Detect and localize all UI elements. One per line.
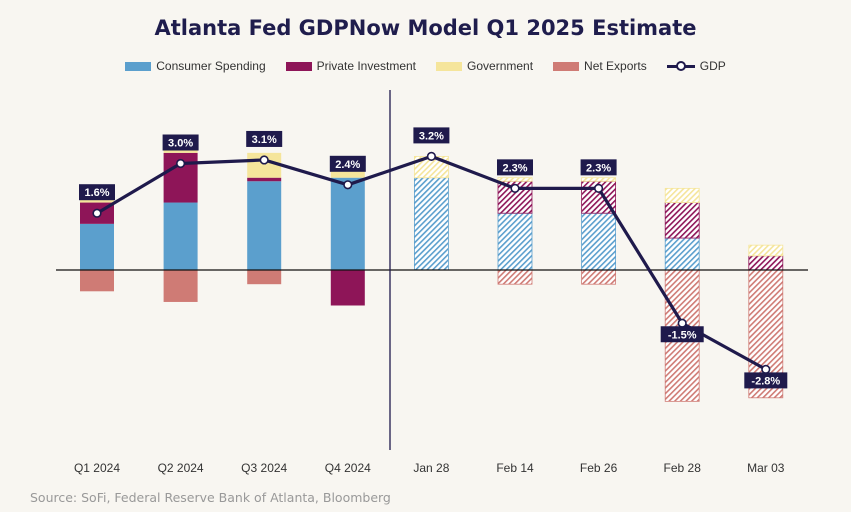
x-tick-label-q1-2024: Q1 2024 [74, 461, 120, 475]
bar-net-exports-feb-26 [581, 269, 616, 285]
bar-consumer-spending-jan-28 [413, 177, 449, 271]
gdp-point-mar-03 [761, 364, 771, 375]
data-label-box [580, 159, 617, 176]
legend-swatch-private-investment [285, 61, 312, 71]
data-label-text: 3.2% [419, 130, 444, 142]
bar-government-q1-2024 [80, 199, 114, 203]
x-tick-label-feb-28: Feb 28 [664, 461, 702, 475]
legend: Consumer Spending Private Investment Gov… [0, 59, 851, 73]
bar-government-mar-03 [748, 244, 784, 257]
bar-consumer-spending-q2-2024 [163, 202, 198, 270]
data-label-q4-2024: 2.4% [329, 155, 366, 172]
data-label-text: -2.8% [751, 375, 780, 387]
data-label-text: 2.4% [335, 159, 360, 171]
data-label-box [660, 326, 704, 343]
legend-item-private-investment: Private Investment [285, 59, 417, 73]
source-note: Source: SoFi, Federal Reserve Bank of At… [30, 490, 391, 505]
x-tick-label-q2-2024: Q2 2024 [158, 461, 204, 475]
bar-consumer-spending-q1-2024 [80, 223, 114, 270]
bar-consumer-spending-q3-2024 [247, 181, 282, 270]
bar-net-exports-q1-2024 [80, 270, 114, 292]
data-label-box [162, 134, 199, 151]
bar-government-feb-28 [664, 187, 700, 203]
data-label-text: 2.3% [502, 162, 527, 174]
data-label-text: 3.1% [252, 134, 277, 146]
data-label-feb-26: 2.3% [580, 159, 617, 176]
legend-label-net-exports: Net Exports [584, 59, 647, 73]
data-label-feb-28: -1.5% [660, 326, 704, 343]
bar-private-investment-q3-2024 [247, 177, 282, 182]
legend-swatch-net-exports [553, 61, 580, 71]
legend-label-government: Government [467, 59, 534, 73]
data-label-text: 2.3% [586, 162, 611, 174]
data-label-box [497, 159, 533, 176]
legend-item-government: Government [436, 59, 533, 73]
x-tick-label-feb-14: Feb 14 [496, 461, 534, 475]
data-label-jan-28: 3.2% [413, 127, 450, 144]
x-tick-label-mar-03: Mar 03 [747, 461, 785, 475]
data-label-mar-03: -2.8% [744, 372, 788, 389]
bar-consumer-spending-q4-2024 [330, 177, 365, 270]
gdp-point-q1-2024 [92, 208, 102, 218]
gdp-point-q2-2024 [176, 158, 186, 169]
data-label-q2-2024: 3.0% [162, 134, 199, 151]
x-tick-label-jan-28: Jan 28 [413, 461, 449, 475]
bar-government-feb-14 [497, 177, 533, 182]
data-label-q1-2024: 1.6% [79, 184, 115, 201]
data-label-text: 1.6% [84, 187, 109, 199]
data-label-box [413, 127, 450, 144]
x-tick-label-q3-2024: Q3 2024 [241, 461, 287, 475]
bar-net-exports-q2-2024 [163, 270, 198, 302]
bar-consumer-spending-feb-26 [581, 212, 616, 271]
bar-consumer-spending-feb-14 [497, 212, 533, 271]
gdp-point-q3-2024 [259, 155, 269, 165]
legend-gdp-line-marker [666, 61, 695, 71]
gdp-point-feb-28 [677, 318, 687, 328]
gdp-point-jan-28 [426, 151, 437, 161]
data-label-text: -1.5% [668, 329, 697, 341]
gdp-point-feb-26 [593, 183, 604, 193]
chart-title: Atlanta Fed GDPNow Model Q1 2025 Estimat… [154, 16, 697, 40]
bar-consumer-spending-feb-28 [664, 237, 700, 271]
legend-item-net-exports: Net Exports [553, 59, 647, 73]
legend-item-gdp: GDP [666, 59, 726, 73]
data-label-box [79, 184, 115, 201]
x-tick-label-q4-2024: Q4 2024 [325, 461, 371, 475]
bar-government-feb-26 [581, 177, 616, 182]
gdp-point-feb-14 [510, 183, 520, 193]
legend-label-consumer-spending: Consumer Spending [156, 59, 266, 73]
legend-swatch-consumer-spending [125, 61, 152, 71]
x-tick-label-feb-26: Feb 26 [580, 461, 618, 475]
data-label-q3-2024: 3.1% [246, 130, 283, 147]
data-label-text: 3.0% [168, 138, 193, 150]
gdp-point-q4-2024 [343, 180, 353, 190]
legend-label-private-investment: Private Investment [316, 59, 417, 73]
bar-private-investment-q4-2024 [330, 270, 365, 306]
bar-net-exports-feb-14 [497, 269, 533, 285]
bar-net-exports-q3-2024 [247, 270, 282, 285]
bar-private-investment-feb-28 [664, 202, 700, 239]
data-label-box [329, 155, 366, 172]
data-label-box [744, 372, 788, 389]
legend-label-gdp: GDP [699, 59, 726, 73]
data-label-box [246, 130, 283, 147]
legend-swatch-government [436, 61, 463, 71]
bar-private-investment-mar-03 [748, 255, 784, 271]
data-label-feb-14: 2.3% [497, 159, 533, 176]
bar-government-q4-2024 [330, 170, 365, 178]
legend-item-consumer-spending: Consumer Spending [125, 59, 266, 73]
